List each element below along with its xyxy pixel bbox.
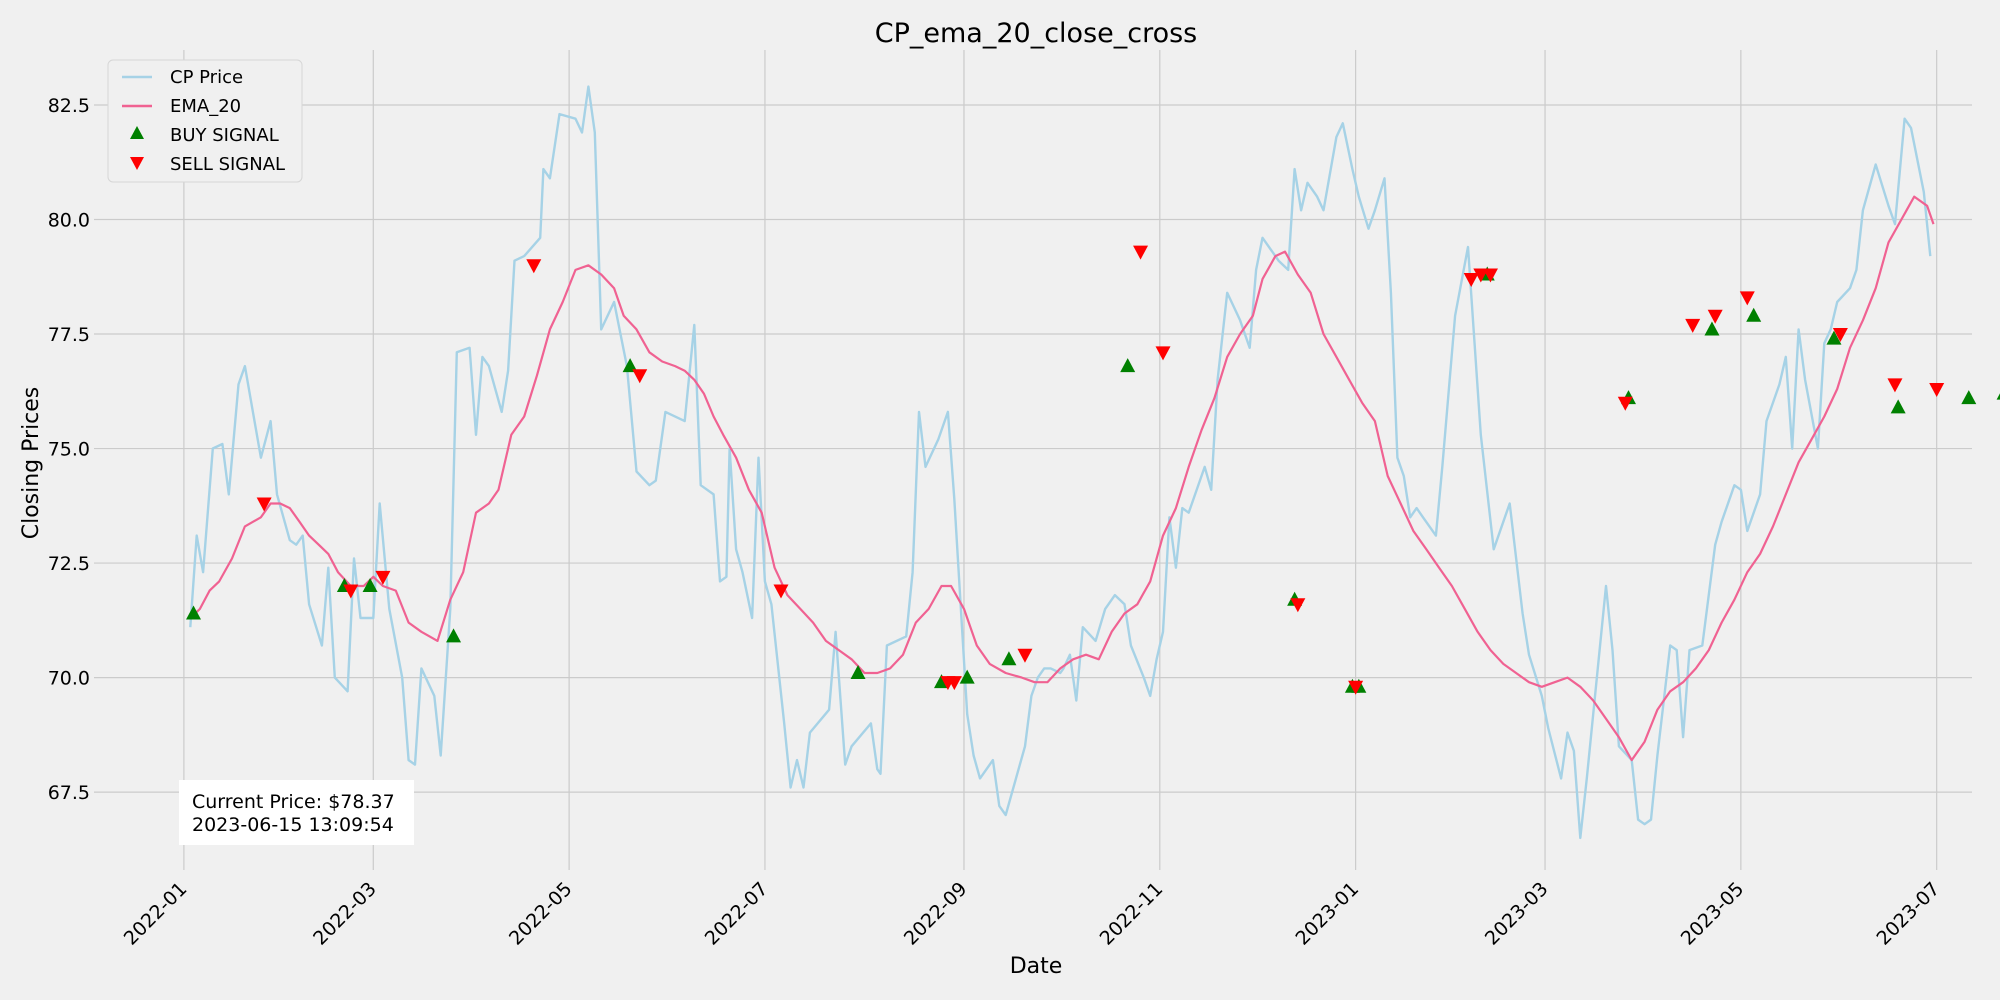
timestamp-text: 2023-06-15 13:09:54 [192,814,394,836]
sell-signal-marker [1617,396,1633,411]
legend-ema-label: EMA_20 [170,96,241,117]
y-tick-label: 72.5 [48,553,90,575]
grid [94,50,1972,870]
markers-layer [186,245,2000,695]
buy-signal-marker [446,628,462,643]
sell-signal-marker [773,584,789,599]
sell-signal-marker [946,676,962,691]
sell-signal-marker [375,570,391,585]
sell-signal-marker [1017,648,1033,663]
buy-signal-marker [1961,390,1977,405]
sell-signal-marker [1133,245,1149,260]
y-tick-label: 70.0 [48,668,90,690]
buy-signal-marker [1996,393,2000,400]
legend-sell-label: SELL SIGNAL [170,154,285,175]
sell-signal-marker [1463,273,1479,288]
buy-signal-marker [186,605,202,620]
sell-signal-marker [343,584,359,599]
sell-signal-marker [1739,291,1755,306]
sell-signal-marker [1887,378,1903,393]
sell-signal-marker [1155,346,1171,361]
buy-signal-marker [1120,358,1136,373]
current-price-text: Current Price: $78.37 [192,791,395,813]
chart-title: CP_ema_20_close_cross [875,18,1198,49]
buy-signal-marker [1001,651,1017,666]
series-line-cp-price [189,85,1932,840]
buy-signal-marker [1890,399,1906,414]
sell-signal-marker [632,369,648,384]
buy-signal-marker [850,665,866,680]
y-axis-ticks: 67.5 70.0 72.5 75.0 77.5 80.0 82.5 [48,95,90,804]
sell-signal-marker [1832,328,1848,343]
legend-price-label: CP Price [170,67,243,88]
y-tick-label: 82.5 [48,95,90,117]
buy-signal-marker [362,577,378,592]
sell-signal-marker [1473,268,1489,283]
sell-signal-marker [1348,680,1364,695]
sell-signal-marker [1482,268,1498,283]
sell-signal-marker [1707,309,1723,324]
y-tick-label: 67.5 [48,782,90,804]
buy-signal-marker [959,669,975,684]
info-box: Current Price: $78.37 2023-06-15 13:09:5… [179,780,414,845]
sell-signal-marker [1290,598,1306,613]
buy-signal-marker [1746,307,1762,322]
legend-box [107,59,303,183]
buy-signal-marker [622,358,638,373]
legend-buy-marker [130,126,144,139]
legend-buy-label: BUY SIGNAL [170,125,279,146]
legend-sell-marker [130,157,144,170]
buy-signal-marker [1826,330,1842,345]
legend: CP Price EMA_20 BUY SIGNAL SELL SIGNAL [107,59,303,183]
sell-signal-marker [1929,382,1945,397]
y-tick-label: 75.0 [48,439,90,461]
sell-signal-marker [526,259,542,274]
y-tick-label: 80.0 [48,209,90,231]
sell-signal-marker [256,497,272,512]
y-axis-label: Closing Prices [19,387,44,540]
x-axis-label: Date [1010,954,1063,979]
buy-signal-marker [1704,321,1720,336]
series-line-ema-20 [189,195,1935,762]
info-box-background [179,780,414,845]
y-tick-label: 77.5 [48,324,90,346]
series-layer [189,85,1935,840]
sell-signal-marker [1685,318,1701,333]
